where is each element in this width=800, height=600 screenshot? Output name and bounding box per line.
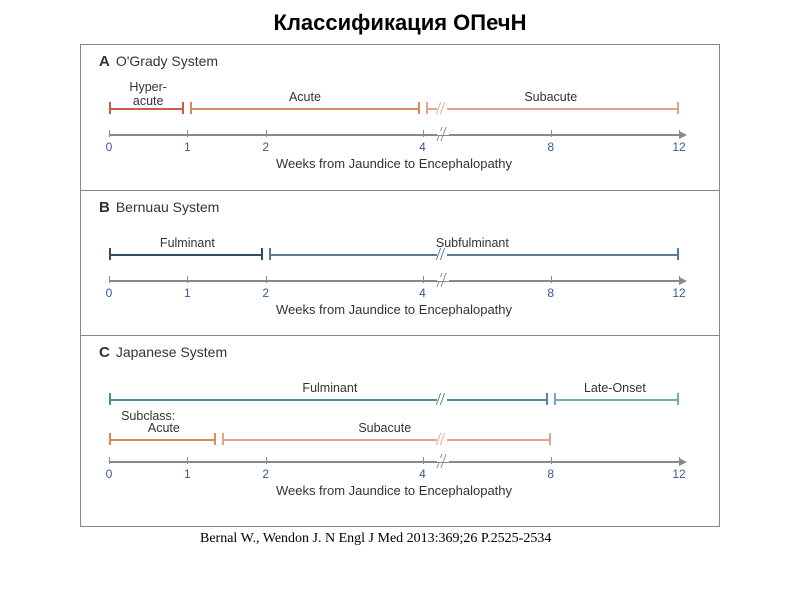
bar-label: Subacute bbox=[358, 421, 411, 435]
tick-label: 4 bbox=[419, 467, 426, 481]
track-area: FulminantLate-OnsetSubclass:AcuteSubacut… bbox=[109, 365, 679, 501]
tick-label: 8 bbox=[547, 286, 554, 300]
panel-name: Bernuau System bbox=[116, 199, 220, 215]
tick-label: 0 bbox=[106, 467, 113, 481]
axis-break-icon bbox=[437, 127, 449, 141]
bar-break-icon bbox=[437, 399, 447, 411]
figure-box: A O'Grady System Hyper-acute Acute Subacute 0… bbox=[80, 44, 720, 527]
x-axis-label: Weeks from Jaundice to Encephalopathy bbox=[109, 156, 679, 171]
track-area: Hyper-acuteAcuteSubacute0124812Weeks fro… bbox=[109, 74, 679, 174]
bar-label: Hyper-acute bbox=[129, 80, 167, 108]
tick-label: 1 bbox=[184, 467, 191, 481]
tick-label: 12 bbox=[672, 140, 685, 154]
tick-label: 0 bbox=[106, 286, 113, 300]
panel-name: O'Grady System bbox=[116, 53, 218, 69]
panel-header: C Japanese System bbox=[99, 344, 697, 361]
panel-header: B Bernuau System bbox=[99, 199, 697, 216]
panel-header: A O'Grady System bbox=[99, 53, 697, 70]
page: Классификация ОПечН A O'Grady System Hyper… bbox=[0, 0, 800, 600]
tick-label: 1 bbox=[184, 286, 191, 300]
panel-a: A O'Grady System Hyper-acute Acute Subacute 0… bbox=[81, 45, 719, 191]
bar-break-icon bbox=[437, 254, 447, 266]
bar-break-icon bbox=[437, 439, 447, 451]
page-title: Классификация ОПечН bbox=[0, 10, 800, 36]
panel-b: BBernuau SystemFulminantSubfulminant0124… bbox=[81, 191, 719, 336]
panel-letter: B bbox=[99, 199, 110, 216]
panel-letter: A bbox=[99, 53, 110, 70]
axis-arrow-icon bbox=[679, 277, 687, 285]
axis-break-icon bbox=[437, 454, 449, 468]
citation: Bernal W., Wendon J. N Engl J Med 2013:3… bbox=[200, 531, 551, 547]
axis-arrow-icon bbox=[679, 458, 687, 466]
bar-label: Acute bbox=[148, 421, 180, 435]
tick-label: 0 bbox=[106, 140, 113, 154]
tick-label: 4 bbox=[419, 286, 426, 300]
track-area: FulminantSubfulminant0124812Weeks from J… bbox=[109, 220, 679, 320]
axis-arrow-icon bbox=[679, 131, 687, 139]
tick-label: 2 bbox=[262, 467, 269, 481]
bar-label: Fulminant bbox=[160, 236, 215, 250]
bar-break-icon bbox=[437, 108, 447, 120]
panel-c: CJapanese SystemFulminantLate-OnsetSubcl… bbox=[81, 336, 719, 527]
tick-label: 8 bbox=[547, 467, 554, 481]
bar-label: Fulminant bbox=[302, 381, 357, 395]
x-axis-label: Weeks from Jaundice to Encephalopathy bbox=[109, 302, 679, 317]
bar-label: Acute bbox=[289, 90, 321, 104]
x-axis-label: Weeks from Jaundice to Encephalopathy bbox=[109, 483, 679, 498]
tick-label: 8 bbox=[547, 140, 554, 154]
tick-label: 12 bbox=[672, 467, 685, 481]
panel-letter: C bbox=[99, 344, 110, 361]
tick-label: 2 bbox=[262, 286, 269, 300]
panel-name: Japanese System bbox=[116, 344, 227, 360]
tick-label: 2 bbox=[262, 140, 269, 154]
bar-label: Subfulminant bbox=[436, 236, 509, 250]
tick-label: 4 bbox=[419, 140, 426, 154]
axis-break-icon bbox=[437, 273, 449, 287]
tick-label: 1 bbox=[184, 140, 191, 154]
tick-label: 12 bbox=[672, 286, 685, 300]
bar-label: Late-Onset bbox=[584, 381, 646, 395]
bar-label: Subacute bbox=[524, 90, 577, 104]
